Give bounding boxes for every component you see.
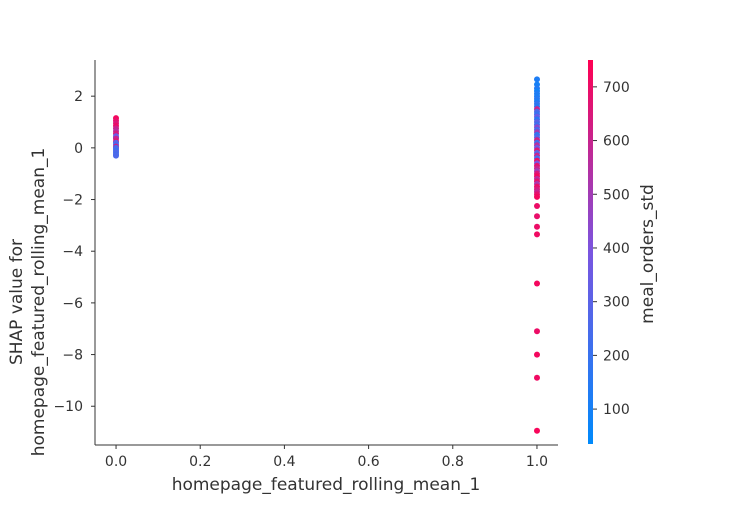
y-axis-title-line-1: SHAP value for xyxy=(7,239,27,365)
x-tick-label: 1.0 xyxy=(526,454,548,470)
colorbar-gradient xyxy=(588,60,593,444)
x-tick-label: 0.0 xyxy=(105,454,127,470)
y-axis-title: SHAP value for homepage_featured_rolling… xyxy=(7,148,49,457)
y-axis-ticks: 2 0 −2 −4 −6 −8 −10 xyxy=(53,89,95,415)
y-tick-label: 2 xyxy=(74,89,83,105)
colorbar-ticks: 100 200 300 400 500 600 700 xyxy=(593,80,630,418)
colorbar-tick-label: 200 xyxy=(603,348,630,364)
scatter-point xyxy=(534,328,540,335)
data-points xyxy=(113,76,540,434)
scatter-point xyxy=(534,223,540,230)
scatter-point xyxy=(534,351,540,358)
y-axis-title-line-2: homepage_featured_rolling_mean_1 xyxy=(29,148,49,457)
colorbar-tick-label: 600 xyxy=(603,134,630,150)
colorbar-tick-label: 500 xyxy=(603,187,630,203)
y-tick-label: −4 xyxy=(62,244,83,260)
scatter-point xyxy=(534,427,540,434)
colorbar-tick-label: 400 xyxy=(603,241,630,257)
scatter-point xyxy=(113,152,119,159)
x-tick-label: 0.6 xyxy=(357,454,379,470)
axes xyxy=(94,60,558,446)
y-tick-label: −2 xyxy=(62,193,83,209)
scatter-point xyxy=(534,374,540,381)
colorbar-title: meal_orders_std xyxy=(638,184,658,324)
y-tick-label: −6 xyxy=(62,296,83,312)
x-tick-label: 0.8 xyxy=(442,454,464,470)
scatter-point xyxy=(534,203,540,209)
y-tick-label: 0 xyxy=(74,141,83,157)
scatter-point xyxy=(534,76,540,83)
x-axis-ticks: 0.0 0.2 0.4 0.6 0.8 1.0 xyxy=(105,445,548,470)
y-tick-label: −10 xyxy=(53,399,83,415)
x-tick-label: 0.2 xyxy=(189,454,211,470)
colorbar xyxy=(588,60,593,444)
x-axis-title: homepage_featured_rolling_mean_1 xyxy=(172,475,481,495)
colorbar-tick-label: 700 xyxy=(603,80,630,96)
colorbar-tick-label: 100 xyxy=(603,402,630,418)
x-tick-label: 0.4 xyxy=(273,454,295,470)
scatter-point xyxy=(534,231,540,238)
scatter-point xyxy=(534,280,540,287)
colorbar-tick-label: 300 xyxy=(603,295,630,311)
scatter-point xyxy=(534,193,540,200)
y-tick-label: −8 xyxy=(62,348,83,364)
scatter-point xyxy=(534,213,540,220)
